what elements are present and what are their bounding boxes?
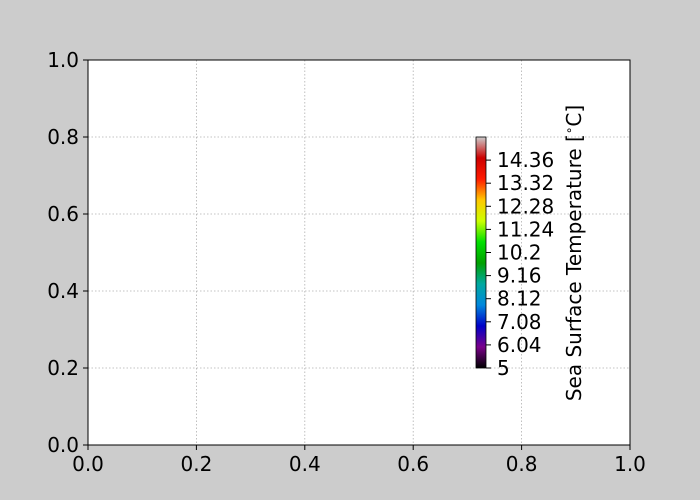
colorbar-tick-label: 5 <box>497 356 510 380</box>
x-tick-label: 0.2 <box>180 452 212 476</box>
x-tick-label: 1.0 <box>614 452 646 476</box>
x-axis: 0.0 0.2 0.4 0.6 0.8 1.0 <box>72 445 646 476</box>
y-tick-label: 0.0 <box>47 433 79 457</box>
colorbar-tick-label: 7.08 <box>497 310 542 334</box>
x-tick-label: 0.4 <box>289 452 321 476</box>
colorbar-tick-label: 10.2 <box>497 241 542 265</box>
y-tick-label: 0.2 <box>47 356 79 380</box>
y-axis: 0.0 0.2 0.4 0.6 0.8 1.0 <box>47 48 88 457</box>
grid-lines <box>88 60 630 445</box>
colorbar-tick-label: 13.32 <box>497 171 554 195</box>
colorbar-tick-label: 6.04 <box>497 333 542 357</box>
colorbar-tick-label: 9.16 <box>497 264 542 288</box>
colorbar-tick-label: 8.12 <box>497 287 542 311</box>
colorbar-ticks: 56.047.088.129.1610.211.2412.2813.3214.3… <box>486 148 554 380</box>
colorbar-tick-label: 11.24 <box>497 217 554 241</box>
axes-frame <box>87 59 631 446</box>
colorbar: 56.047.088.129.1610.211.2412.2813.3214.3… <box>475 105 586 401</box>
y-tick-label: 0.6 <box>47 202 79 226</box>
x-tick-label: 0.6 <box>397 452 429 476</box>
y-tick-label: 1.0 <box>47 48 79 72</box>
colorbar-tick-label: 12.28 <box>497 194 554 218</box>
y-tick-label: 0.4 <box>47 279 79 303</box>
x-tick-label: 0.8 <box>506 452 538 476</box>
colorbar-tick-label: 14.36 <box>497 148 554 172</box>
x-tick-label: 0.0 <box>72 452 104 476</box>
y-tick-label: 0.8 <box>47 125 79 149</box>
colorbar-label: Sea Surface Temperature [∘C] <box>562 105 586 401</box>
plot-area <box>88 60 630 445</box>
colorbar-gradient <box>475 136 487 369</box>
